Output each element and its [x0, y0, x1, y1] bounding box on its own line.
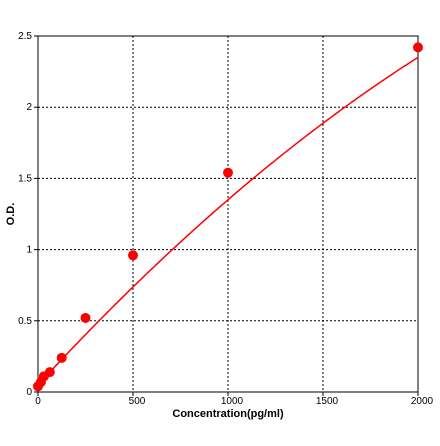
data-point — [44, 367, 55, 378]
y-tick-label: 0 — [26, 387, 32, 398]
data-point — [128, 250, 138, 261]
x-tick-label: 2000 — [411, 396, 434, 407]
x-axis-label: Concentration(pg/ml) — [172, 408, 284, 420]
y-tick-label: 2.5 — [18, 31, 32, 42]
x-tick-label: 500 — [129, 396, 146, 407]
x-tick-label: 0 — [35, 396, 41, 407]
data-point — [413, 42, 423, 53]
grid-lines — [38, 36, 418, 392]
fit-curve-layer — [37, 56, 419, 386]
fit-curve — [37, 56, 419, 386]
data-point — [80, 312, 91, 323]
data-point — [56, 352, 67, 363]
axis-ticks: 0 500 1000 1500 2000 0 0.5 1 1.5 2 2.5 — [18, 31, 433, 407]
y-tick-label: 1 — [26, 245, 32, 256]
data-point — [223, 167, 233, 178]
y-tick-label: 0.5 — [18, 316, 32, 327]
y-tick-label: 2 — [26, 102, 32, 113]
x-tick-label: 1000 — [221, 396, 244, 407]
x-tick-label: 1500 — [316, 396, 339, 407]
data-points — [33, 42, 423, 392]
y-axis-label: O.D. — [5, 203, 17, 226]
y-tick-label: 1.5 — [18, 173, 32, 184]
